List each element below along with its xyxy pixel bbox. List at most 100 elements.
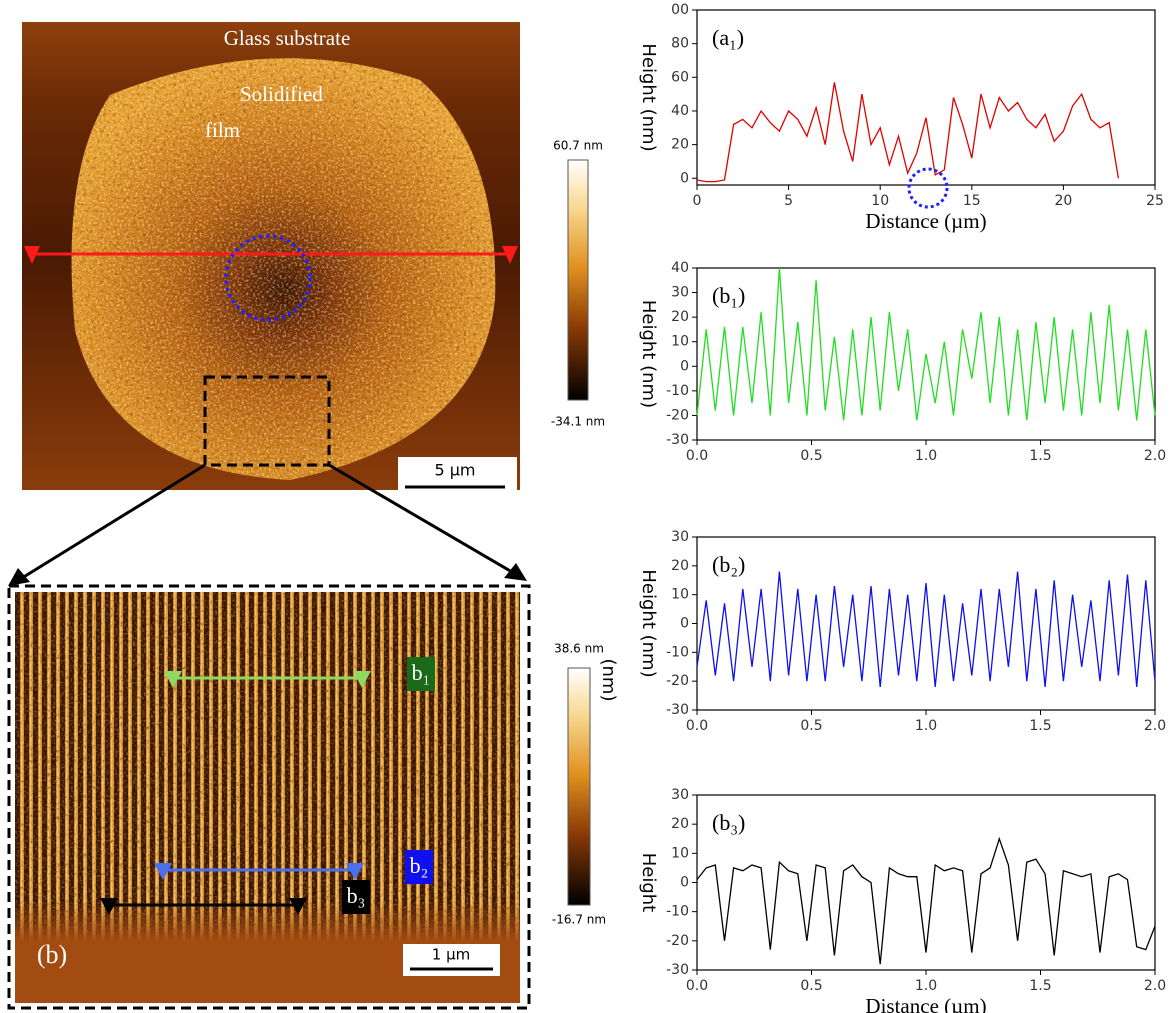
y-tick-label: -20 [666, 673, 689, 689]
panel-label: (b₁) [712, 283, 745, 308]
x-tick-label: 0 [693, 193, 702, 209]
x-tick-label: 25 [1146, 193, 1164, 209]
profile-label: b₃ [347, 883, 366, 908]
y-tick-label: 30 [671, 285, 689, 301]
y-axis-label: Height [638, 853, 659, 913]
y-tick-label: 20 [671, 558, 689, 574]
y-tick-label: 0 [680, 616, 689, 632]
label-bg [342, 880, 370, 914]
y-tick-label: 10 [671, 845, 689, 861]
y-tick-label: 10 [671, 587, 689, 603]
panel-label: (b₃) [712, 810, 745, 835]
y-tick-label: 20 [671, 816, 689, 832]
y-tick-label: -30 [666, 702, 689, 718]
label: Glass substrate [224, 26, 351, 50]
y-tick-label: -10 [666, 644, 689, 660]
y-tick-label: 0 [680, 358, 689, 374]
y-axis-label: Height (nm) [638, 569, 659, 677]
scale-label: 1 µm [432, 946, 470, 964]
y-tick-label: -10 [666, 904, 689, 920]
arrow [21, 463, 206, 580]
profile-label: b₁ [412, 660, 431, 685]
x-axis-label: Distance (µm) [865, 209, 986, 233]
highlight-circle [907, 167, 949, 209]
colorbar-max: 60.7 nm [553, 139, 603, 153]
arrow [328, 463, 513, 574]
x-tick-label: 2.0 [1144, 718, 1166, 734]
colorbar-min: -16.7 nm [552, 913, 606, 927]
plot-frame [696, 536, 1156, 711]
y-axis-label: Height (nm) [638, 43, 659, 151]
zoom-box [203, 375, 331, 467]
x-tick-label: 2.0 [1144, 448, 1166, 464]
profile-line [696, 836, 1156, 965]
y-tick-label: 40 [671, 103, 689, 119]
x-tick-label: 0.5 [800, 448, 822, 464]
y-tick-label: -30 [666, 432, 689, 448]
x-tick-label: 20 [1054, 193, 1072, 209]
y-tick-label: -20 [666, 407, 689, 423]
x-tick-label: 1.5 [1029, 978, 1051, 994]
scale-box [403, 944, 500, 976]
x-tick-label: 1.0 [915, 448, 937, 464]
x-tick-label: 1.0 [915, 718, 937, 734]
y-tick-label: 10 [671, 334, 689, 350]
y-tick-label: 20 [671, 137, 689, 153]
label-bg [407, 657, 435, 691]
colorbar-min: -34.1 nm [551, 415, 605, 429]
y-tick-label: 60 [671, 69, 689, 85]
x-tick-label: 1.5 [1029, 448, 1051, 464]
profile-line [696, 571, 1156, 687]
plot-frame [696, 794, 1156, 971]
panel-label: (b) [37, 940, 67, 969]
y-tick-label: 0 [680, 875, 689, 891]
y-tick-label: 40 [671, 260, 689, 276]
label: film [205, 118, 240, 142]
substrate [15, 592, 520, 1003]
x-tick-label: 0.5 [800, 718, 822, 734]
y-tick-label: 80 [671, 36, 689, 52]
x-tick-label: 5 [784, 193, 793, 209]
label-bg [405, 850, 433, 884]
x-tick-label: 0.5 [800, 978, 822, 994]
afm-image-top: Glass substrate Solidified film 5 µm [22, 22, 520, 497]
x-tick-label: 2.0 [1144, 978, 1166, 994]
scale-label: 5 µm [434, 461, 475, 480]
afm-image-bottom: b₁ b₂ b₃ (b) 1 µm [7, 584, 531, 1010]
x-tick-label: 0.0 [686, 448, 708, 464]
profile-line [696, 267, 1156, 421]
y-tick-label: -20 [666, 933, 689, 949]
x-tick-label: 1.0 [915, 978, 937, 994]
label: Solidified [240, 82, 323, 106]
y-tick-label: 0 [680, 170, 689, 186]
y-tick-label: 00 [671, 2, 689, 18]
panel-label: (b₂) [712, 552, 745, 577]
colorbar-max: 38.6 nm [554, 642, 604, 656]
x-tick-label: 15 [963, 193, 981, 209]
y-tick-label: -10 [666, 383, 689, 399]
plot-frame [696, 9, 1156, 186]
y-tick-label: -30 [666, 962, 689, 978]
colorbar [567, 159, 589, 401]
texture [71, 58, 496, 481]
panel-label: (a₁) [712, 25, 744, 50]
y-axis-label: Height (nm) [638, 300, 659, 408]
arrow-head [8, 568, 30, 586]
highlight-circle [224, 234, 312, 322]
y-tick-label: 20 [671, 309, 689, 325]
zoom-frame [7, 584, 531, 1010]
x-tick-label: 1.5 [1029, 718, 1051, 734]
x-axis-label: Distance (µm) [865, 994, 986, 1013]
x-tick-label: 0.0 [686, 978, 708, 994]
arrow-head [504, 563, 527, 581]
profile-line [696, 82, 1120, 183]
colorbar [567, 667, 591, 906]
x-tick-label: 10 [871, 193, 889, 209]
y-tick-label: 30 [671, 529, 689, 545]
scale-box [398, 457, 517, 497]
x-tick-label: 0.0 [686, 718, 708, 734]
colorbar-unit: (nm) [598, 659, 619, 702]
y-tick-label: 30 [671, 787, 689, 803]
profile-label: b₂ [410, 853, 429, 878]
